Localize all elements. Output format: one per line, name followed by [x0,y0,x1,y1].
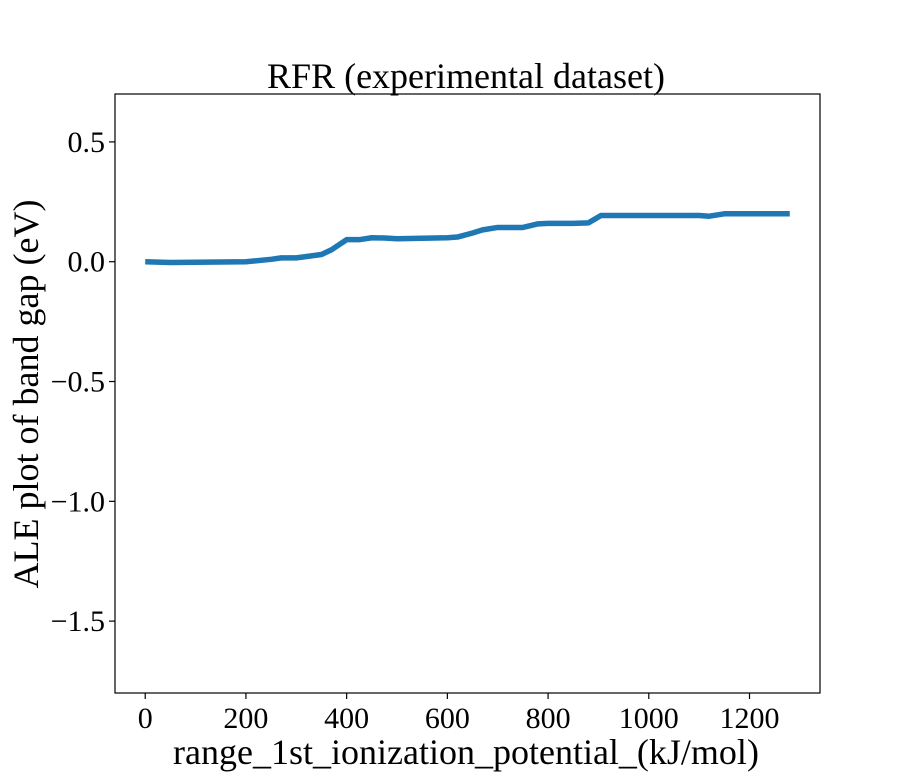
y-tick-label: −0.5 [51,366,105,399]
y-tick-label: −1.5 [51,605,105,638]
x-tick-label: 400 [324,702,369,735]
x-tick-label: 1200 [720,702,780,735]
y-tick-label: 0.0 [68,246,106,279]
x-tick-label: 200 [223,702,268,735]
x-tick-label: 600 [425,702,470,735]
y-tick-label: 0.5 [68,126,106,159]
ale-series-line [145,211,790,266]
y-tick-label: −1.0 [51,485,105,518]
plot-area: 0 200 400 600 800 1000 1200 0.5 0.0 −0.5 −1.0 −1.5 [51,93,821,735]
chart-title: RFR (experimental dataset) [267,56,665,96]
axes-frame [114,93,821,694]
x-tick-label: 800 [526,702,571,735]
x-axis-label: range_1st_ionization_potential_(kJ/mol) [173,732,759,772]
x-tick-label: 0 [138,702,153,735]
x-tick-label: 1000 [619,702,679,735]
y-axis-label: ALE plot of band gap (eV) [6,200,46,589]
